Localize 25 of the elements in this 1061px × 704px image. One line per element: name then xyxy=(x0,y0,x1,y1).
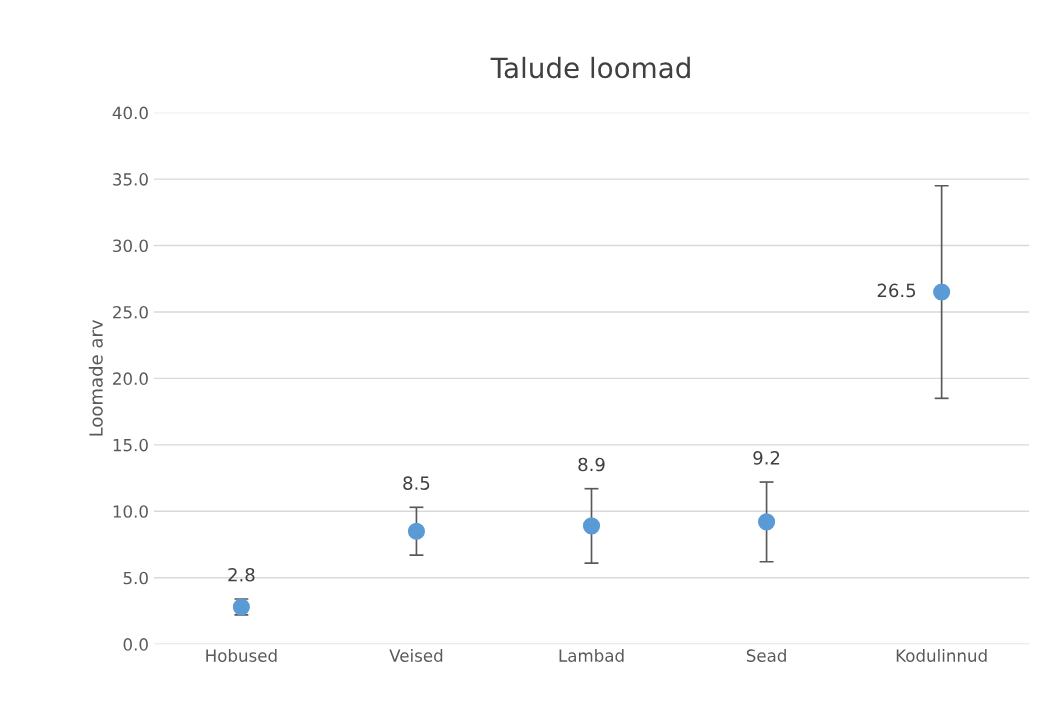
point xyxy=(582,517,601,535)
point xyxy=(758,513,776,531)
x-tick-label: Lambad xyxy=(559,649,624,662)
x-tick-label: Sead xyxy=(746,649,786,662)
x-tick-label: Hobused xyxy=(206,649,277,662)
data-label: 8.9 xyxy=(578,457,605,472)
data-label: 2.8 xyxy=(228,567,255,582)
chart-title: Talude loomad xyxy=(490,56,690,79)
y-tick-label: 25.0 xyxy=(113,305,148,319)
y-tick-label: 10.0 xyxy=(113,505,148,518)
y-tick-label: 0.0 xyxy=(123,638,148,651)
y-tick-label: 5.0 xyxy=(123,571,148,585)
point xyxy=(933,283,951,301)
y-tick-label: 35.0 xyxy=(113,173,148,186)
y-tick-label: 15.0 xyxy=(113,438,148,452)
y-tick-label: 20.0 xyxy=(113,372,148,385)
y-axis-title: Loomade arv xyxy=(88,319,103,436)
x-tick-label: Kodulinnud xyxy=(896,649,987,662)
x-tick-label: Veised xyxy=(389,649,443,662)
data-label: 8.5 xyxy=(403,476,430,490)
point xyxy=(407,522,425,540)
y-tick-label: 40.0 xyxy=(112,106,148,120)
y-tick-label: 30.0 xyxy=(113,239,148,253)
data-label: 26.5 xyxy=(877,283,916,298)
data-label: 9.2 xyxy=(753,451,780,465)
